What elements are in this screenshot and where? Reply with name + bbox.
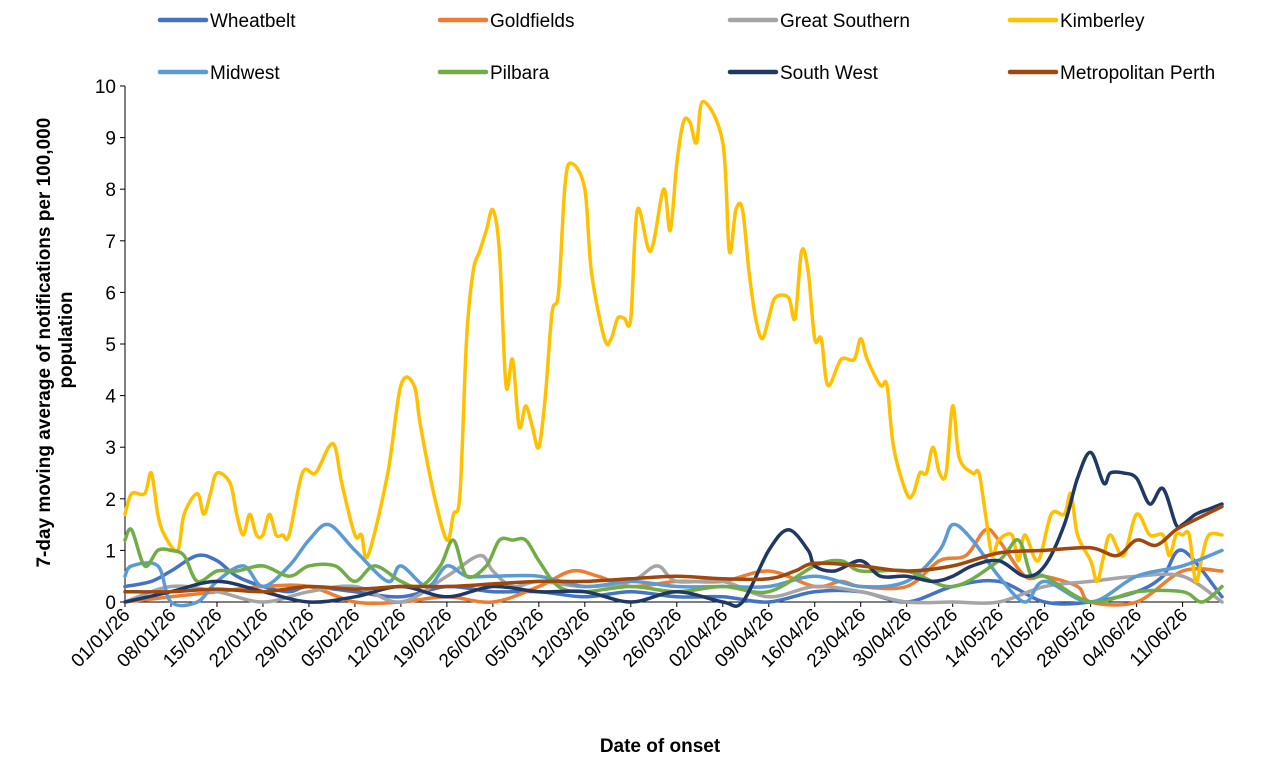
y-tick-label: 2 [105,490,116,511]
y-axis-title-line-2: population [56,291,77,388]
legend-label-south-west: South West [780,63,879,84]
x-axis-title: Date of onset [600,736,721,756]
y-tick-label: 6 [105,283,116,304]
y-tick-label: 10 [95,77,116,98]
legend-label-midwest: Midwest [210,63,280,84]
y-tick-label: 5 [105,335,116,356]
y-tick-label: 1 [105,541,116,562]
y-tick-label: 9 [105,129,116,150]
y-tick-label: 4 [105,387,116,408]
x-axis: 01/01/2608/01/2615/01/2622/01/2629/01/26… [67,601,1222,672]
y-axis: 0 1 2 3 4 5 6 7 8 9 10 [95,77,126,614]
y-tick-label: 7 [105,232,116,253]
y-axis-title-line-1: 7-day moving average of notifications pe… [34,118,55,568]
legend-label-pilbara: Pilbara [490,63,550,84]
series-line-wheatbelt [123,548,1224,606]
y-tick-label: 3 [105,438,116,459]
y-tick-label: 0 [105,593,116,614]
series-line-midwest [123,522,1224,608]
legend-label-metropolitan-perth: Metropolitan Perth [1060,63,1215,84]
y-tick-label: 8 [105,180,116,201]
series-line-metropolitan-perth [123,504,1224,594]
y-axis-title: 7-day moving average of notifications pe… [34,112,77,567]
plot-lines [123,99,1224,608]
legend-label-wheatbelt: Wheatbelt [210,11,296,32]
legend-label-kimberley: Kimberley [1060,11,1145,32]
series-line-pilbara [123,527,1224,605]
series-line-south-west [123,450,1224,608]
series-line-kimberley [123,99,1224,584]
legend-label-great-southern: Great Southern [780,11,910,32]
legend-label-goldfields: Goldfields [490,11,575,32]
legend: Wheatbelt Goldfields Great Southern Kimberl… [157,11,1215,84]
